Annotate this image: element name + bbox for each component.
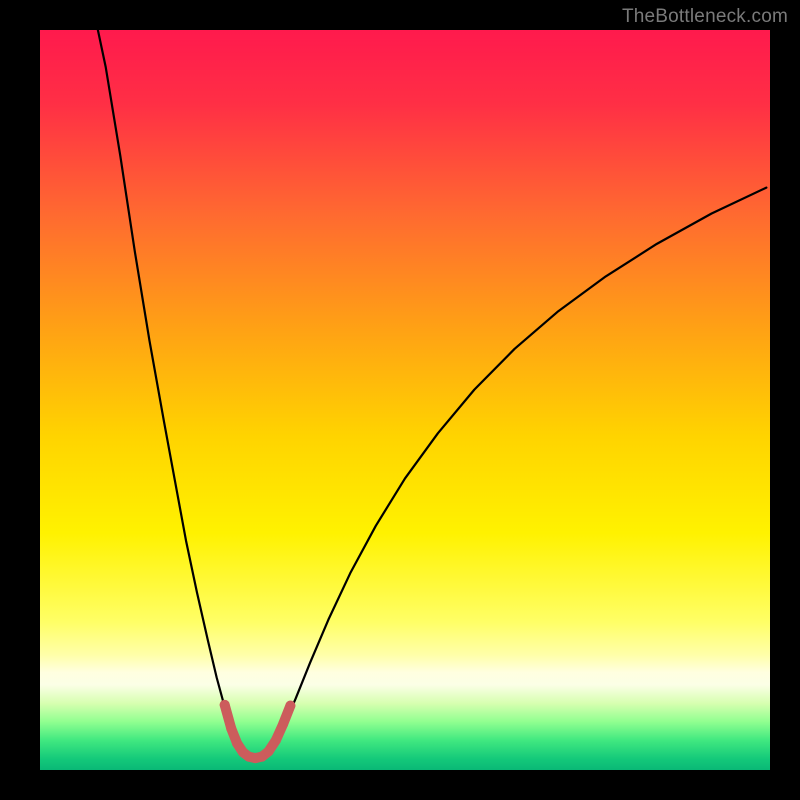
optimal-range-dot <box>226 724 236 734</box>
optimal-range-dot <box>285 701 295 711</box>
optimal-range-dot <box>278 719 288 729</box>
optimal-range-dot <box>271 735 281 745</box>
bottleneck-chart <box>0 0 800 800</box>
optimal-range-dot <box>232 738 242 748</box>
watermark-text: TheBottleneck.com <box>622 6 788 28</box>
chart-container: TheBottleneck.com <box>0 0 800 800</box>
optimal-range-dot <box>220 700 230 710</box>
optimal-range-dot <box>263 747 273 757</box>
chart-background-gradient <box>40 30 770 770</box>
